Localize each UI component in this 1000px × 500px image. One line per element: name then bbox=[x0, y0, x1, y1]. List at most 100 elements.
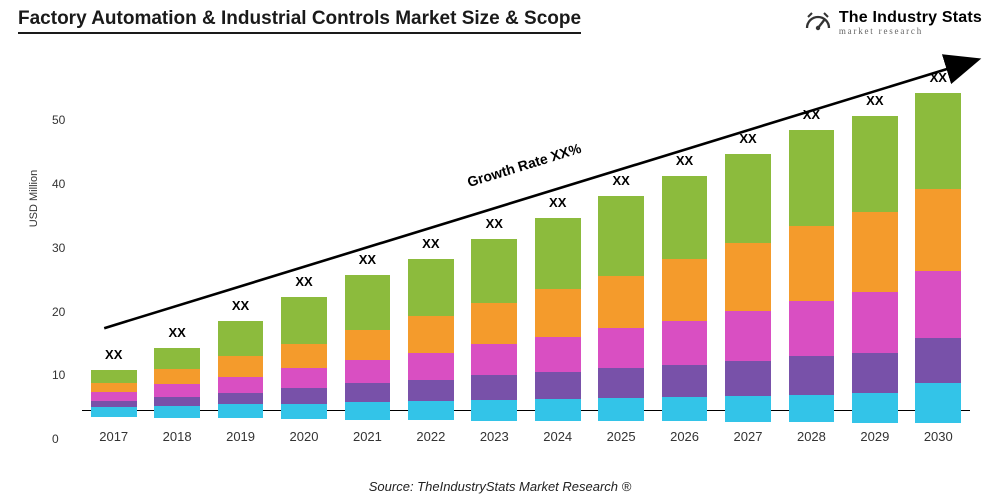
bar-segment bbox=[408, 259, 454, 316]
bar-segment bbox=[915, 93, 961, 189]
bar-segment bbox=[154, 397, 200, 406]
plot-area: 2017XX2018XX2019XX2020XX2021XX2022XX2023… bbox=[82, 60, 970, 424]
bar bbox=[598, 196, 644, 411]
bar-segment bbox=[471, 411, 517, 421]
bar-segment bbox=[91, 370, 137, 383]
bar bbox=[471, 239, 517, 411]
x-tick: 2018 bbox=[163, 429, 192, 444]
bar-segment bbox=[471, 344, 517, 375]
x-tick: 2023 bbox=[480, 429, 509, 444]
bar-segment bbox=[789, 356, 835, 394]
bar bbox=[218, 321, 264, 411]
bar-segment bbox=[345, 402, 391, 411]
bar-segment bbox=[281, 388, 327, 404]
bar-segment bbox=[281, 344, 327, 368]
y-tick: 50 bbox=[52, 113, 65, 127]
trend-arrow bbox=[82, 60, 970, 424]
bar-segment bbox=[852, 292, 898, 352]
x-tick: 2021 bbox=[353, 429, 382, 444]
chart-title: Factory Automation & Industrial Controls… bbox=[18, 8, 581, 34]
bar-segment bbox=[281, 404, 327, 412]
bar-segment bbox=[915, 411, 961, 422]
bar-segment bbox=[725, 411, 771, 422]
bar-segment bbox=[725, 311, 771, 361]
bar-segment bbox=[725, 154, 771, 243]
x-tick: 2029 bbox=[860, 429, 889, 444]
bar-value-label: XX bbox=[295, 274, 312, 289]
bar bbox=[281, 297, 327, 411]
bar bbox=[345, 275, 391, 411]
bar-segment bbox=[154, 406, 200, 412]
y-tick: 0 bbox=[52, 432, 59, 446]
bar-segment bbox=[218, 393, 264, 404]
bar-value-label: XX bbox=[930, 70, 947, 85]
bar-segment bbox=[915, 271, 961, 339]
bar-segment bbox=[725, 396, 771, 411]
bar-segment bbox=[662, 259, 708, 320]
bar-segment bbox=[345, 383, 391, 402]
bar-segment bbox=[408, 380, 454, 401]
bar-segment bbox=[281, 297, 327, 344]
bar-segment bbox=[535, 372, 581, 399]
chart: USD Million 2017XX2018XX2019XX2020XX2021… bbox=[32, 60, 978, 452]
bar-segment bbox=[662, 321, 708, 366]
bar-segment bbox=[915, 338, 961, 383]
bar-segment bbox=[471, 303, 517, 345]
x-tick: 2030 bbox=[924, 429, 953, 444]
bar bbox=[408, 259, 454, 412]
bar-segment bbox=[725, 243, 771, 311]
bar bbox=[91, 370, 137, 411]
bar-value-label: XX bbox=[739, 131, 756, 146]
bar-segment bbox=[281, 368, 327, 388]
bar-segment bbox=[535, 289, 581, 338]
bar-segment bbox=[852, 212, 898, 292]
header: Factory Automation & Industrial Controls… bbox=[18, 8, 982, 38]
brand: The Industry Stats market research bbox=[803, 8, 982, 38]
brand-sub: market research bbox=[839, 27, 982, 36]
bar-value-label: XX bbox=[232, 298, 249, 313]
bar bbox=[535, 218, 581, 411]
bar-value-label: XX bbox=[486, 216, 503, 231]
bar-segment bbox=[535, 399, 581, 411]
bar-segment bbox=[789, 411, 835, 422]
bar-segment bbox=[91, 407, 137, 411]
x-tick: 2028 bbox=[797, 429, 826, 444]
x-tick: 2017 bbox=[99, 429, 128, 444]
bar-segment bbox=[345, 360, 391, 384]
bar-segment bbox=[154, 384, 200, 396]
brand-main: The Industry Stats bbox=[839, 10, 982, 27]
bar-segment bbox=[789, 226, 835, 301]
x-tick: 2026 bbox=[670, 429, 699, 444]
bar-segment bbox=[852, 411, 898, 422]
bar-segment bbox=[789, 130, 835, 226]
bar-segment bbox=[662, 411, 708, 421]
bar bbox=[852, 116, 898, 411]
bar-segment bbox=[598, 398, 644, 411]
bar-segment bbox=[218, 411, 264, 418]
bar-segment bbox=[281, 411, 327, 419]
bar-segment bbox=[598, 276, 644, 328]
growth-rate-label: Growth Rate XX% bbox=[466, 140, 584, 190]
y-tick: 30 bbox=[52, 241, 65, 255]
gauge-icon bbox=[803, 8, 833, 38]
x-tick: 2019 bbox=[226, 429, 255, 444]
x-tick: 2022 bbox=[416, 429, 445, 444]
bar-segment bbox=[535, 411, 581, 421]
y-tick: 40 bbox=[52, 177, 65, 191]
bar bbox=[915, 93, 961, 411]
bar-segment bbox=[154, 411, 200, 417]
bar-value-label: XX bbox=[803, 107, 820, 122]
bar-segment bbox=[789, 301, 835, 356]
bar-segment bbox=[408, 316, 454, 352]
bar-segment bbox=[852, 353, 898, 394]
bar-segment bbox=[154, 369, 200, 384]
bar-segment bbox=[218, 377, 264, 393]
bar-value-label: XX bbox=[612, 173, 629, 188]
bar-segment bbox=[471, 375, 517, 399]
x-tick: 2024 bbox=[543, 429, 572, 444]
bar-segment bbox=[345, 330, 391, 360]
bar-value-label: XX bbox=[422, 236, 439, 251]
x-tick: 2027 bbox=[734, 429, 763, 444]
bar-segment bbox=[915, 189, 961, 271]
bar-segment bbox=[598, 368, 644, 398]
